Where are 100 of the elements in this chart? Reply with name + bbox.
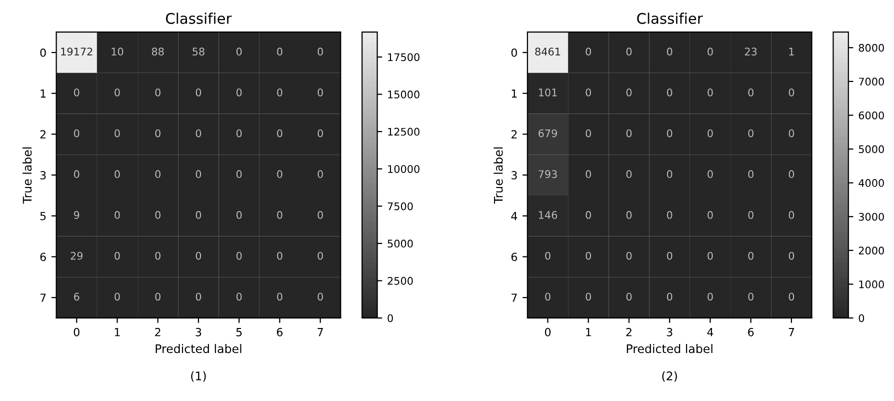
x-tick-label: 2 <box>155 328 160 336</box>
data-label: 0 <box>155 129 160 138</box>
data-label: 0 <box>114 211 120 219</box>
x-tick-label: 5 <box>236 328 242 336</box>
data-label: 0 <box>155 170 160 178</box>
color-bar-label: 5000 <box>388 240 413 248</box>
data-label: 0 <box>155 292 160 301</box>
data-label: 0 <box>114 170 120 178</box>
y-axis-title: True label <box>494 147 503 204</box>
data-label: 0 <box>236 129 242 138</box>
data-label: 0 <box>788 292 794 301</box>
y-tick-label: 1 <box>40 89 46 98</box>
color-bar-label: 4000 <box>858 179 884 187</box>
data-label: 0 <box>666 170 672 178</box>
color-bar-label: 7000 <box>858 78 884 86</box>
data-label: 0 <box>788 88 794 96</box>
x-tick-label: 6 <box>748 328 754 336</box>
data-label: 0 <box>318 170 323 178</box>
y-tick-label: 3 <box>40 171 46 180</box>
chart-title: Classifier <box>166 12 232 24</box>
data-label: 0 <box>236 48 242 56</box>
x-tick-label: 2 <box>626 328 632 336</box>
data-label: 88 <box>152 48 164 56</box>
color-bar-label: 5000 <box>858 145 884 154</box>
data-label: 8461 <box>535 48 560 56</box>
y-axis-title: True label <box>22 147 32 204</box>
data-label: 0 <box>626 48 632 56</box>
data-label: 0 <box>196 211 202 219</box>
data-label: 0 <box>277 48 282 56</box>
data-label: 9 <box>74 211 80 219</box>
data-label: 0 <box>586 48 591 56</box>
data-label: 0 <box>277 292 282 301</box>
data-label: 0 <box>236 170 242 178</box>
data-label: 0 <box>155 211 160 219</box>
data-label: 679 <box>538 129 557 138</box>
y-tick-label: 5 <box>40 212 46 220</box>
y-tick-label: 4 <box>511 212 518 220</box>
x-tick-label: 3 <box>196 328 202 336</box>
data-label: 0 <box>788 252 794 260</box>
data-label: 0 <box>666 129 672 138</box>
data-label: 0 <box>626 252 632 260</box>
data-label: 0 <box>708 252 713 260</box>
data-label: 0 <box>666 88 672 96</box>
data-label: 101 <box>538 88 557 96</box>
x-tick-label: 0 <box>74 328 80 336</box>
data-label: 0 <box>666 252 672 260</box>
data-label: 0 <box>277 129 282 138</box>
x-tick-label: 1 <box>586 328 591 336</box>
data-label: 0 <box>586 129 591 138</box>
color-bar-label: 7500 <box>388 202 413 210</box>
data-label: 793 <box>538 170 557 178</box>
data-label: 0 <box>708 170 713 178</box>
color-bar-label: 15000 <box>388 90 420 98</box>
data-label: 0 <box>277 170 282 178</box>
data-label: 0 <box>586 211 591 219</box>
data-label: 0 <box>586 88 591 96</box>
data-label: 0 <box>196 170 202 178</box>
data-label: 0 <box>545 292 550 301</box>
y-tick-label: 7 <box>512 294 517 302</box>
data-label: 0 <box>708 211 713 219</box>
data-label: 0 <box>318 88 323 96</box>
data-label: 0 <box>318 252 323 260</box>
data-label: 23 <box>744 48 757 56</box>
data-label: 0 <box>155 88 160 96</box>
data-label: 0 <box>236 211 242 219</box>
data-label: 0 <box>196 292 202 301</box>
data-label: 0 <box>626 129 632 138</box>
data-label: 0 <box>626 88 632 96</box>
y-tick-label: 6 <box>511 252 518 262</box>
data-label: 0 <box>586 170 591 178</box>
data-label: 0 <box>788 211 794 219</box>
data-label: 0 <box>318 292 323 301</box>
data-label: 0 <box>788 170 794 178</box>
data-label: 0 <box>114 252 120 260</box>
color-bar-label: 0 <box>858 314 864 322</box>
data-label: 0 <box>586 252 591 260</box>
data-label: 6 <box>74 292 80 301</box>
data-label: 0 <box>114 129 120 138</box>
data-label: 0 <box>74 129 80 138</box>
data-label: 10 <box>112 48 124 56</box>
data-label: 1 <box>789 48 794 56</box>
data-label: 0 <box>318 129 323 138</box>
data-label: 0 <box>708 292 713 301</box>
data-label: 0 <box>708 48 713 56</box>
data-label: 0 <box>666 211 672 219</box>
data-label: 0 <box>74 170 80 178</box>
data-label: 0 <box>666 292 672 301</box>
data-label: 0 <box>196 129 202 138</box>
data-label: 29 <box>70 252 83 260</box>
color-bar-label: 10000 <box>388 165 420 173</box>
data-label: 0 <box>748 211 754 219</box>
data-label: 0 <box>155 252 160 260</box>
x-tick-label: 1 <box>114 328 120 336</box>
color-bar-label: 12500 <box>388 128 420 136</box>
x-axis-title: Predicted label <box>626 344 712 354</box>
color-bar-label: 6000 <box>858 111 884 120</box>
data-label: 0 <box>708 88 713 96</box>
y-tick-label: 1 <box>512 89 517 98</box>
data-label: 0 <box>196 252 202 260</box>
x-tick-label: 0 <box>544 328 551 336</box>
